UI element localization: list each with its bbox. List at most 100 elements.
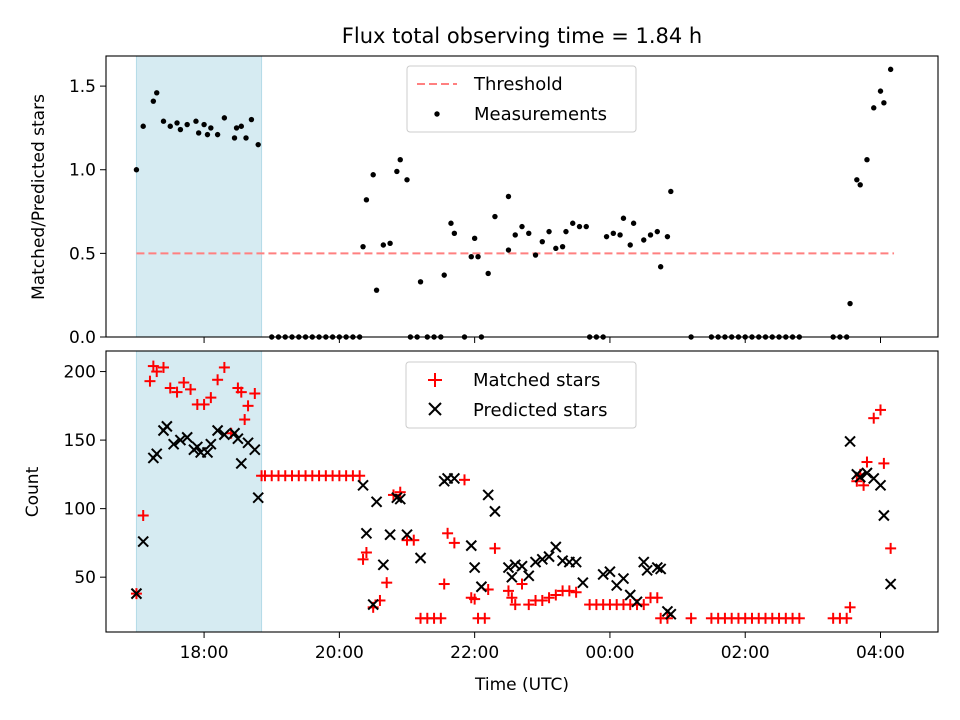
- measurement-point: [238, 123, 244, 129]
- measurement-point: [448, 220, 454, 226]
- y-tick-label: 200: [64, 363, 96, 383]
- measurement-point: [583, 223, 589, 230]
- measurement-point: [559, 243, 566, 250]
- measurement-point: [546, 228, 552, 235]
- matched-star-point: [861, 456, 873, 468]
- predicted-legend-label: Predicted stars: [473, 400, 607, 421]
- measurement-point: [664, 233, 671, 240]
- measurement-point: [627, 242, 633, 248]
- bottom-x-ticks: 18:00 20:00 22:00 00:00 02:00 04:00: [180, 632, 905, 663]
- predicted-star-point: [475, 581, 488, 593]
- measurement-point: [231, 135, 238, 141]
- measurement-point: [154, 90, 160, 96]
- matched-star-point: [479, 612, 491, 624]
- measurement-point: [167, 123, 173, 129]
- matched-star-point: [435, 612, 447, 624]
- predicted-star-point: [357, 479, 369, 492]
- matched-star-point: [506, 592, 518, 604]
- predicted-star-point: [523, 570, 535, 582]
- matched-star-point: [249, 387, 261, 399]
- measurement-point: [133, 167, 140, 173]
- measurement-point: [485, 270, 491, 277]
- measurement-point: [610, 230, 617, 236]
- predicted-star-point: [854, 471, 866, 483]
- predicted-star-point: [468, 561, 481, 574]
- matched-star-point: [185, 383, 197, 395]
- top-legend: Threshold Measurements: [406, 65, 637, 133]
- x-tick-label: 04:00: [856, 643, 905, 663]
- y-tick-label: 50: [74, 568, 96, 588]
- measurement-point: [492, 213, 498, 220]
- matched-star-point: [878, 457, 890, 469]
- predicted-star-point: [235, 457, 247, 470]
- matched-star-point: [841, 612, 853, 624]
- predicted-star-points: [130, 420, 897, 620]
- x-axis-label: Time (UTC): [474, 675, 569, 695]
- measurement-point: [195, 130, 202, 136]
- measurement-point: [505, 193, 512, 200]
- predicted-star-point: [665, 608, 677, 620]
- threshold-legend-label: Threshold: [473, 74, 563, 95]
- matched-star-point: [178, 377, 190, 389]
- measurement-point: [854, 177, 860, 183]
- measurement-point: [370, 172, 376, 178]
- measurement-point: [620, 215, 627, 221]
- y-tick-label: 100: [64, 500, 96, 520]
- measurement-point: [150, 98, 157, 104]
- predicted-star-point: [174, 434, 187, 446]
- matched-legend-marker: [428, 373, 442, 387]
- bottom-plot-frame: [105, 350, 939, 633]
- predicted-star-point: [161, 420, 173, 433]
- measurement-point: [233, 125, 240, 131]
- measurement-point: [160, 118, 167, 124]
- matched-star-point: [171, 386, 183, 398]
- matched-star-point: [137, 509, 149, 521]
- predicted-star-point: [570, 556, 582, 568]
- matched-star-point: [459, 474, 471, 486]
- measurement-point: [471, 235, 478, 242]
- predicted-star-point: [536, 553, 548, 566]
- predicted-star-point: [370, 496, 383, 508]
- predicted-star-point: [874, 479, 887, 492]
- matched-star-point: [151, 366, 163, 378]
- matched-star-point: [885, 542, 897, 554]
- matched-star-point: [235, 386, 247, 398]
- matched-star-point: [381, 577, 393, 589]
- predicted-star-point: [641, 564, 653, 577]
- measurement-point: [505, 247, 512, 253]
- matched-star-point: [489, 542, 501, 554]
- predicted-star-point: [844, 435, 856, 448]
- x-tick-label: 18:00: [180, 643, 229, 663]
- measurement-point: [451, 230, 458, 236]
- matched-star-point: [875, 404, 887, 416]
- predicted-star-point: [137, 535, 149, 548]
- predicted-star-point: [638, 556, 650, 568]
- bottom-y-ticks: 50 100 150 200: [64, 363, 106, 588]
- measurement-point: [248, 116, 255, 123]
- top-highlight-span: [135, 55, 263, 338]
- measurement-point: [877, 88, 884, 94]
- top-y-axis-label: Matched/Predicted stars: [29, 94, 49, 300]
- measurement-point: [641, 237, 647, 243]
- measurement-point: [532, 252, 539, 258]
- measurement-point: [871, 105, 877, 111]
- bottom-y-axis-label: Count: [23, 466, 43, 517]
- y-tick-label: 1.5: [69, 77, 96, 97]
- predicted-star-point: [151, 448, 163, 460]
- measurement-point: [417, 279, 424, 285]
- matched-star-point: [563, 585, 575, 597]
- bottom-legend: Matched stars Predicted stars: [405, 361, 637, 429]
- top-y-ticks: 0.0 0.5 1.0 1.5: [69, 77, 106, 348]
- measurements-legend-marker: [434, 111, 440, 117]
- matched-star-point: [442, 527, 454, 539]
- measurement-point: [468, 254, 474, 260]
- matched-star-points: [130, 360, 897, 624]
- matched-star-point: [651, 592, 663, 604]
- y-tick-label: 1.0: [69, 161, 96, 181]
- chart-title: Flux total observing time = 1.84 h: [342, 24, 702, 48]
- measurement-point: [857, 182, 863, 188]
- matched-star-point: [205, 392, 217, 404]
- matched-star-point: [242, 400, 254, 412]
- predicted-star-point: [617, 572, 630, 585]
